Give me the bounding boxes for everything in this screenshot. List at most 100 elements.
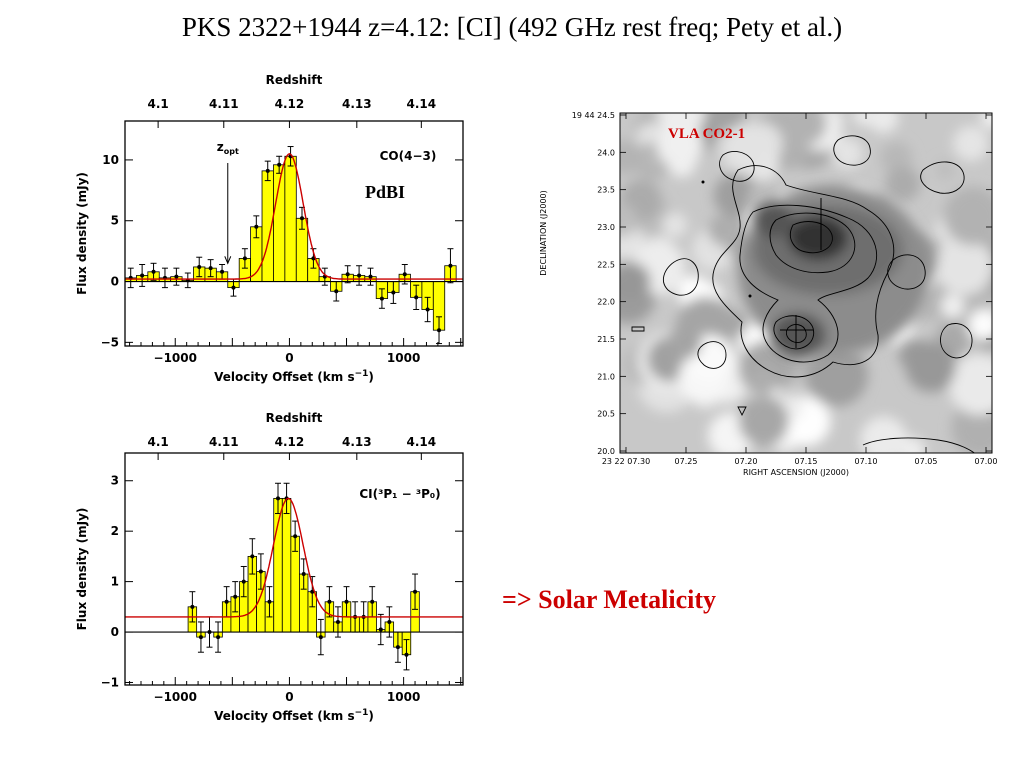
- noise-patch: [968, 309, 992, 341]
- conclusion-text: => Solar Metalicity: [502, 585, 716, 614]
- vla-co-map: 19 44 24.5 24.0 23.5 23.0 22.5 22.0 21.5 21.0 20…: [539, 111, 997, 477]
- x-tick-label: 1000: [387, 690, 420, 704]
- map-y-tick-label: 19 44 24.5: [572, 111, 615, 120]
- data-point: [151, 269, 156, 274]
- x-tick-label: 0: [285, 690, 293, 704]
- map-y-tick-label: 23.0: [597, 223, 615, 232]
- data-point: [207, 630, 212, 635]
- histogram-bar: [281, 497, 292, 633]
- contour-line: [785, 324, 807, 343]
- noise-patch: [620, 140, 643, 175]
- data-point: [220, 269, 225, 274]
- redshift-tick-label: 4.12: [275, 97, 305, 111]
- contour-line: [631, 326, 645, 332]
- data-point: [370, 599, 375, 604]
- redshift-tick-label: 4.11: [209, 97, 239, 111]
- redshift-axis-label: Redshift: [266, 411, 323, 425]
- map-source: [738, 185, 928, 357]
- data-point: [190, 604, 195, 609]
- redshift-tick-label: 4.1: [147, 97, 168, 111]
- data-point: [395, 645, 400, 650]
- noise-patch: [620, 262, 651, 302]
- data-point: [258, 569, 263, 574]
- x-tick-label: −1000: [154, 690, 197, 704]
- x-tick-label: 0: [285, 351, 293, 365]
- data-point: [327, 599, 332, 604]
- data-point: [299, 216, 304, 221]
- noise-patch: [713, 174, 757, 217]
- data-point: [378, 627, 383, 632]
- data-point: [231, 285, 236, 290]
- pdbi-label: PdBI: [365, 182, 406, 202]
- data-point: [254, 224, 259, 229]
- data-point: [241, 579, 246, 584]
- noise-patch: [662, 212, 688, 238]
- contour-line: [769, 212, 856, 274]
- data-point: [448, 263, 453, 268]
- map-y-tick-label: 22.0: [597, 298, 615, 307]
- data-point: [174, 274, 179, 279]
- noise-patch: [853, 113, 874, 127]
- y-tick-label: 0: [111, 625, 119, 639]
- contour-line: [887, 254, 926, 290]
- map-contours: [631, 135, 976, 453]
- map-y-tick-label: 23.5: [597, 186, 615, 195]
- plot-frame: [124, 452, 464, 686]
- contour-line: [719, 151, 755, 182]
- data-point: [276, 496, 281, 501]
- data-point: [413, 589, 418, 594]
- noise-patch: [880, 141, 913, 174]
- noise-patch: [721, 123, 772, 174]
- contour-line: [862, 437, 976, 453]
- map-dot: [748, 294, 752, 298]
- y-tick-label: 1: [111, 575, 119, 589]
- co-spectrum-plot: Redshift 4.1 4.11 4.12 4.13 4.14 −1000 0 1000 −5 0…: [75, 73, 464, 384]
- map-y-tick-label: 21.5: [597, 335, 615, 344]
- redshift-tick-label: 4.13: [342, 97, 372, 111]
- noise-patch: [943, 186, 992, 246]
- gaussian-fit-line: [125, 153, 463, 280]
- map-x-axis-label: RIGHT ASCENSION (J2000): [743, 468, 849, 477]
- y-tick-label: 3: [111, 474, 119, 488]
- data-point: [197, 264, 202, 269]
- redshift-tick-label: 4.1: [147, 435, 168, 449]
- data-point: [404, 652, 409, 657]
- data-point: [425, 307, 430, 312]
- map-x-tick-label: 07.25: [675, 457, 698, 466]
- y-tick-label: 2: [111, 524, 119, 538]
- histogram-bar: [284, 155, 297, 282]
- data-point: [357, 273, 362, 278]
- y-tick-label: 0: [111, 275, 119, 289]
- data-point: [250, 554, 255, 559]
- y-tick-label: −1: [101, 675, 119, 689]
- noise-patch: [657, 122, 704, 169]
- map-y-tick-label: 24.0: [597, 148, 615, 157]
- redshift-tick-label: 4.13: [342, 435, 372, 449]
- map-noise: [620, 113, 992, 453]
- contour-line: [789, 221, 833, 254]
- data-point: [301, 572, 306, 577]
- x-tick-label: −1000: [154, 351, 197, 365]
- noise-patch: [905, 341, 956, 393]
- map-y-axis-label: DECLINATION (J2000): [539, 190, 548, 275]
- data-point: [310, 589, 315, 594]
- plot-frame: [124, 120, 464, 347]
- noise-patch: [934, 236, 992, 295]
- x-axis-label: Velocity Offset (km s−1): [214, 708, 374, 723]
- contour-line: [712, 165, 895, 378]
- data-point: [379, 296, 384, 301]
- contour-line: [737, 406, 747, 417]
- gaussian-fit-line: [125, 497, 463, 618]
- data-point: [335, 619, 340, 624]
- map-y-tick-label: 20.0: [597, 447, 615, 456]
- y-tick-label: 10: [102, 153, 119, 167]
- data-point: [140, 273, 145, 278]
- data-point: [391, 290, 396, 295]
- noise-patch: [867, 113, 899, 133]
- map-y-tick-label: 20.5: [597, 410, 615, 419]
- contour-line: [940, 323, 973, 359]
- y-tick-label: 5: [111, 214, 119, 228]
- noise-patch: [935, 159, 956, 180]
- x-axis-label-end: ): [368, 370, 373, 384]
- contour-line: [663, 258, 699, 296]
